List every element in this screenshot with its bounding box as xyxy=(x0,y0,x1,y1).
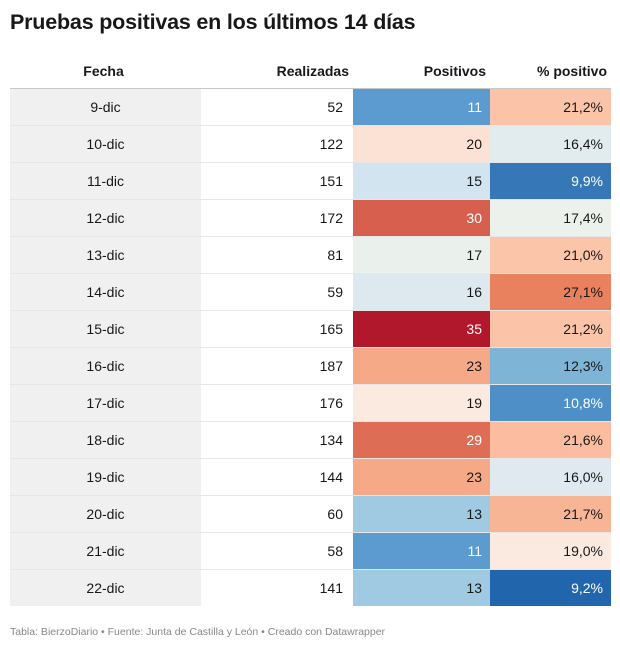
cell-realizadas: 122 xyxy=(201,125,353,163)
cell-fecha: 13-dic xyxy=(10,236,201,274)
cell-pct-positivo: 16,0% xyxy=(490,458,611,496)
cell-pct-positivo: 21,0% xyxy=(490,236,611,274)
header-pct-positivo: % positivo xyxy=(490,54,611,89)
table-row: 19-dic 144 23 16,0% xyxy=(10,458,611,496)
cell-fecha: 15-dic xyxy=(10,310,201,348)
table-row: 10-dic 122 20 16,4% xyxy=(10,125,611,163)
header-realizadas: Realizadas xyxy=(201,54,353,89)
cell-realizadas: 81 xyxy=(201,236,353,274)
cell-fecha: 22-dic xyxy=(10,569,201,606)
cell-positivos: 35 xyxy=(353,310,490,348)
cell-realizadas: 165 xyxy=(201,310,353,348)
cell-realizadas: 134 xyxy=(201,421,353,459)
table-row: 17-dic 176 19 10,8% xyxy=(10,384,611,422)
cell-pct-positivo: 12,3% xyxy=(490,347,611,385)
cell-fecha: 11-dic xyxy=(10,162,201,200)
footer-credits: Tabla: BierzoDiario • Fuente: Junta de C… xyxy=(10,626,386,638)
header-positivos: Positivos xyxy=(353,54,490,89)
table-body: 9-dic 52 11 21,2% 10-dic 122 20 16,4% 11-dic 151 1… xyxy=(10,88,611,606)
cell-realizadas: 141 xyxy=(319,580,343,596)
cell-positivos: 13 xyxy=(353,569,490,606)
chart-title: Pruebas positivas en los últimos 14 días xyxy=(10,10,416,34)
table-row: 20-dic 60 13 21,7% xyxy=(10,495,611,533)
cell-pct-positivo: 9,9% xyxy=(490,162,611,200)
cell-fecha: 9-dic xyxy=(10,88,201,126)
cell-fecha: 16-dic xyxy=(10,347,201,385)
cell-positivos: 29 xyxy=(353,421,490,459)
cell-pct-positivo: 9,2% xyxy=(490,569,611,606)
cell-fecha: 21-dic xyxy=(10,532,201,570)
cell-positivos: 20 xyxy=(353,125,490,163)
cell-pct-positivo: 17,4% xyxy=(490,199,611,237)
cell-fecha: 19-dic xyxy=(10,458,201,496)
cell-fecha: 12-dic xyxy=(10,199,201,237)
table-row: 18-dic 134 29 21,6% xyxy=(10,421,611,459)
cell-realizadas: 176 xyxy=(201,384,353,422)
cell-realizadas: 59 xyxy=(201,273,353,311)
cell-realizadas: 60 xyxy=(201,495,353,533)
cell-pct-positivo: 21,7% xyxy=(490,495,611,533)
cell-fecha: 17-dic xyxy=(10,384,201,422)
table-row: 11-dic 151 15 9,9% xyxy=(10,162,611,200)
cell-pct-positivo: 19,0% xyxy=(490,532,611,570)
cell-positivos: 23 xyxy=(353,458,490,496)
cell-pct-positivo: 27,1% xyxy=(490,273,611,311)
cell-pct-positivo: 21,2% xyxy=(490,88,611,126)
cell-realizadas: 187 xyxy=(201,347,353,385)
cell-fecha: 14-dic xyxy=(10,273,201,311)
cell-fecha: 10-dic xyxy=(10,125,201,163)
header-fecha: Fecha xyxy=(10,54,201,89)
cell-realizadas: 58 xyxy=(201,532,353,570)
table-row: 12-dic 172 30 17,4% xyxy=(10,199,611,237)
cell-positivos: 30 xyxy=(353,199,490,237)
cell-positivos: 11 xyxy=(353,88,490,126)
cell-fecha: 18-dic xyxy=(10,421,201,459)
cell-pct-positivo: 16,4% xyxy=(490,125,611,163)
positives-table: Fecha Realizadas Positivos % positivo 9-… xyxy=(10,54,611,606)
cell-realizadas: 52 xyxy=(201,88,353,126)
cell-positivos: 17 xyxy=(353,236,490,274)
cell-positivos: 11 xyxy=(353,532,490,570)
table-row: 14-dic 59 16 27,1% xyxy=(10,273,611,311)
table-row: 9-dic 52 11 21,2% xyxy=(10,88,611,126)
table-row: 13-dic 81 17 21,0% xyxy=(10,236,611,274)
cell-pct-positivo: 21,2% xyxy=(490,310,611,348)
cell-positivos: 16 xyxy=(353,273,490,311)
header-row: Fecha Realizadas Positivos % positivo xyxy=(10,54,611,89)
cell-positivos: 15 xyxy=(353,162,490,200)
cell-realizadas: 144 xyxy=(201,458,353,496)
table-row: 22-dic 141 13 9,2% xyxy=(10,569,611,606)
cell-realizadas: 151 xyxy=(201,162,353,200)
cell-pct-positivo: 21,6% xyxy=(490,421,611,459)
cell-pct-positivo: 10,8% xyxy=(490,384,611,422)
cell-fecha: 20-dic xyxy=(10,495,201,533)
cell-realizadas: 172 xyxy=(201,199,353,237)
cell-positivos: 13 xyxy=(353,495,490,533)
cell-positivos: 19 xyxy=(353,384,490,422)
table-row: 16-dic 187 23 12,3% xyxy=(10,347,611,385)
table-row: 15-dic 165 35 21,2% xyxy=(10,310,611,348)
table-row: 21-dic 58 11 19,0% xyxy=(10,532,611,570)
cell-positivos: 23 xyxy=(353,347,490,385)
